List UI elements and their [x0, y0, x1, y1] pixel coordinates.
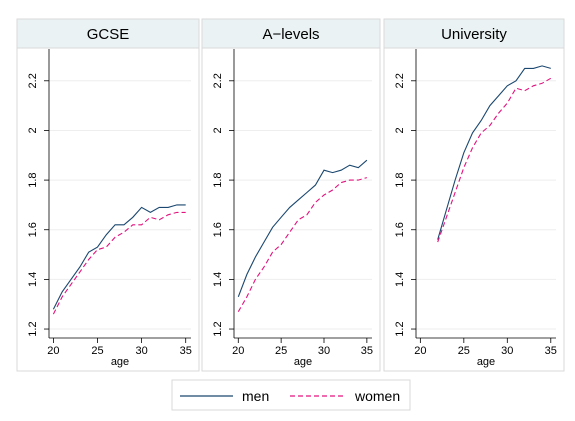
panel-frame — [383, 18, 565, 372]
series-line-men — [52, 204, 186, 310]
series-line-men — [237, 159, 368, 297]
x-tick-label: 35 — [180, 345, 192, 357]
panel-frame — [201, 18, 381, 372]
panel-gcse: GCSE 1.2 1.4 1.6 1.8 2 2.2 20 25 30 35 age — [16, 18, 200, 372]
panel-title: A−levels — [262, 26, 319, 43]
y-tick-label: 1.4 — [27, 272, 39, 287]
x-axis-label: age — [111, 356, 129, 368]
x-tick-label: 25 — [458, 345, 470, 357]
legend-box — [171, 379, 411, 411]
y-tick-label: 1.4 — [212, 272, 224, 287]
y-tick-label: 1.8 — [212, 172, 224, 187]
y-tick-label: 1.6 — [212, 222, 224, 237]
panel-university: University 1.2 1.4 1.6 1.8 2 2.2 20 25 30 35 age — [383, 18, 565, 372]
x-tick-label: 20 — [47, 345, 59, 357]
x-axis-label: age — [294, 356, 312, 368]
panel-title: University — [441, 26, 507, 43]
x-tick-label: 30 — [135, 345, 147, 357]
x-tick-label: 30 — [318, 345, 330, 357]
x-tick-label: 20 — [232, 345, 244, 357]
y-tick-label: 1.4 — [394, 272, 406, 287]
x-tick-label: 25 — [275, 345, 287, 357]
panel-title-strip — [383, 18, 565, 49]
x-tick-label: 20 — [414, 345, 426, 357]
x-tick-label: 35 — [545, 345, 557, 357]
x-axis-label: age — [477, 356, 495, 368]
y-tick-label: 1.6 — [27, 222, 39, 237]
legend-label-men: men — [242, 388, 269, 404]
y-tick-label: 1.8 — [27, 172, 39, 187]
panel-title-strip — [201, 18, 381, 49]
series-line-women — [237, 177, 368, 312]
y-tick-label: 2 — [212, 127, 224, 133]
panel-title: GCSE — [87, 26, 130, 43]
y-tick-label: 1.6 — [394, 222, 406, 237]
legend: men women — [171, 379, 411, 411]
series-line-women — [52, 211, 186, 315]
y-tick-label: 2.2 — [212, 73, 224, 88]
panel-frame — [16, 18, 200, 372]
y-tick-label: 1.2 — [394, 321, 406, 336]
y-tick-label: 2.2 — [394, 73, 406, 88]
x-tick-label: 35 — [361, 345, 373, 357]
y-tick-label: 1.2 — [27, 321, 39, 336]
y-tick-label: 1.8 — [394, 172, 406, 187]
y-tick-label: 2 — [27, 127, 39, 133]
x-tick-label: 30 — [501, 345, 513, 357]
y-tick-label: 2.2 — [27, 73, 39, 88]
series-line-women — [437, 77, 552, 243]
legend-label-women: women — [354, 388, 400, 404]
y-tick-label: 2 — [394, 127, 406, 133]
y-tick-label: 1.2 — [212, 321, 224, 336]
x-tick-label: 25 — [91, 345, 103, 357]
panel-a-levels: A−levels 1.2 1.4 1.6 1.8 2 2.2 20 25 30 35 age — [201, 18, 381, 372]
panel-title-strip — [16, 18, 200, 49]
series-line-men — [437, 65, 551, 240]
